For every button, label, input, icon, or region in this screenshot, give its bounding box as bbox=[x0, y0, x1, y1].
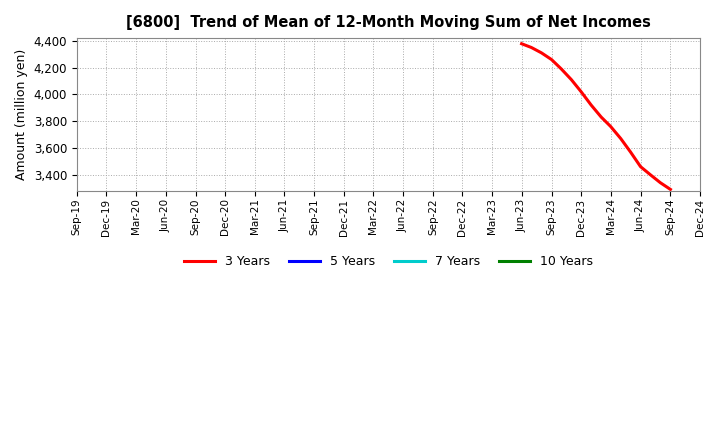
Title: [6800]  Trend of Mean of 12-Month Moving Sum of Net Incomes: [6800] Trend of Mean of 12-Month Moving … bbox=[126, 15, 651, 30]
Legend: 3 Years, 5 Years, 7 Years, 10 Years: 3 Years, 5 Years, 7 Years, 10 Years bbox=[179, 250, 598, 273]
Y-axis label: Amount (million yen): Amount (million yen) bbox=[15, 49, 28, 180]
